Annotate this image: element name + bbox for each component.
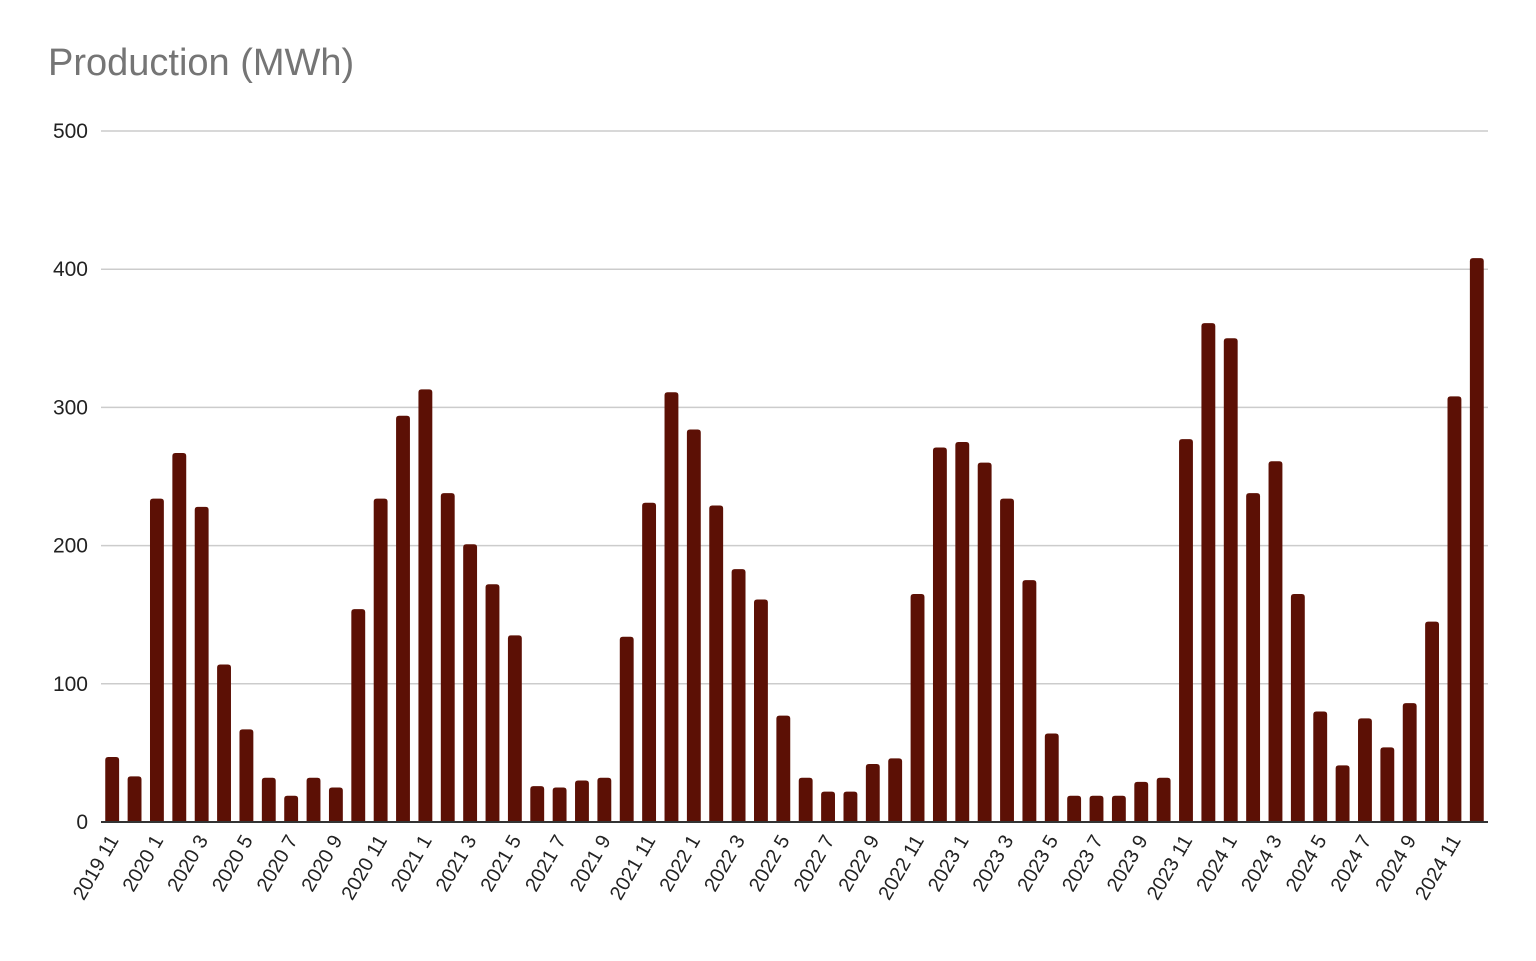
- x-tick-label: 2023 7: [1058, 832, 1108, 896]
- bar: [530, 786, 545, 822]
- bar: [105, 757, 120, 822]
- x-tick-label: 2023 5: [1013, 832, 1063, 896]
- bar: [1358, 718, 1372, 822]
- bar: [284, 795, 299, 822]
- bar: [1469, 258, 1484, 822]
- bar: [1447, 396, 1462, 822]
- x-tick-label: 2021 7: [521, 832, 571, 896]
- bar: [1290, 593, 1305, 822]
- x-tick-label: 2023 3: [969, 832, 1019, 896]
- x-tick-label: 2021 5: [477, 832, 527, 896]
- bar: [754, 599, 768, 822]
- bar: [261, 777, 276, 822]
- x-tick-label: 2024 3: [1237, 832, 1287, 896]
- bar: [127, 776, 142, 822]
- bar: [1134, 781, 1149, 822]
- bar: [396, 415, 410, 822]
- x-tick-label: 2020 5: [208, 832, 258, 896]
- bar: [1380, 747, 1395, 822]
- bar: [552, 787, 567, 822]
- bar: [619, 636, 634, 822]
- bar: [463, 544, 478, 822]
- bar: [1156, 777, 1171, 822]
- x-tick-label: 2023 9: [1103, 832, 1153, 896]
- bar: [843, 791, 858, 822]
- chart-title: Production (MWh): [48, 42, 355, 84]
- bar: [776, 715, 791, 822]
- bar: [1067, 795, 1082, 822]
- bar: [597, 777, 612, 822]
- y-tick-label: 200: [53, 535, 88, 558]
- bar: [821, 791, 835, 822]
- bar: [731, 569, 746, 822]
- bar: [507, 635, 522, 822]
- x-tick-label: 2023 1: [924, 831, 974, 895]
- x-tick-label: 2019 11: [69, 832, 123, 904]
- x-tick-label: 2020 3: [163, 832, 213, 896]
- bar: [217, 664, 231, 822]
- bar: [306, 777, 321, 822]
- bar: [1425, 621, 1440, 822]
- bar: [686, 429, 701, 822]
- bar: [1268, 461, 1283, 822]
- x-tick-label: 2024 5: [1282, 832, 1332, 896]
- bar: [1223, 338, 1238, 822]
- bar: [1201, 323, 1216, 822]
- y-tick-label: 500: [53, 120, 88, 143]
- x-tick-label: 2021 1: [387, 832, 437, 896]
- bar: [709, 505, 724, 822]
- bar: [575, 780, 589, 822]
- x-tick-label: 2024 7: [1327, 832, 1377, 896]
- bar: [373, 498, 388, 822]
- x-tick-label: 2020 7: [253, 832, 303, 896]
- bar: [1335, 765, 1350, 822]
- bar: [485, 584, 500, 822]
- y-tick-label: 300: [53, 396, 88, 419]
- bar: [1402, 703, 1417, 822]
- x-tick-label: 2021 3: [432, 832, 482, 896]
- y-tick-label: 0: [76, 811, 88, 834]
- bar: [351, 609, 366, 822]
- bar: [1179, 439, 1193, 822]
- bar: [888, 758, 903, 822]
- y-tick-label: 400: [53, 258, 88, 281]
- bar: [932, 447, 947, 822]
- bar: [149, 498, 164, 822]
- bar: [1246, 493, 1261, 822]
- bar: [194, 506, 209, 822]
- x-tick-label: 2024 9: [1371, 832, 1421, 896]
- y-axis-ticks: 0 100 200 300 400 500: [53, 120, 88, 834]
- bar: [977, 462, 992, 822]
- bar: [440, 493, 455, 822]
- x-tick-label: 2020 9: [298, 832, 348, 896]
- bar: [642, 502, 657, 822]
- bar: [239, 729, 254, 822]
- x-tick-label: 2024 1: [1192, 832, 1242, 896]
- bar: [1022, 580, 1037, 822]
- x-tick-label: 2022 9: [834, 832, 884, 896]
- x-tick-label: 2022 1: [656, 832, 706, 896]
- bar: [798, 777, 813, 822]
- x-tick-label: 2020 1: [119, 832, 169, 896]
- bar: [328, 787, 343, 822]
- x-tick-label: 2022 3: [700, 832, 750, 896]
- bar: [172, 453, 187, 822]
- x-tick-label: 2022 7: [790, 832, 840, 896]
- bar: [955, 441, 970, 822]
- y-tick-label: 100: [53, 673, 88, 696]
- bar: [1044, 733, 1059, 822]
- bar: [865, 763, 880, 822]
- bar: [418, 389, 433, 822]
- x-tick-label: 2021 9: [566, 832, 616, 896]
- bar: [1111, 795, 1126, 822]
- bar: [1313, 711, 1328, 822]
- bar: [1000, 498, 1014, 822]
- bar: [910, 593, 925, 822]
- bar: [664, 392, 679, 822]
- x-tick-label: 2022 5: [745, 832, 795, 896]
- bar: [1089, 795, 1104, 822]
- bars: [105, 258, 1484, 822]
